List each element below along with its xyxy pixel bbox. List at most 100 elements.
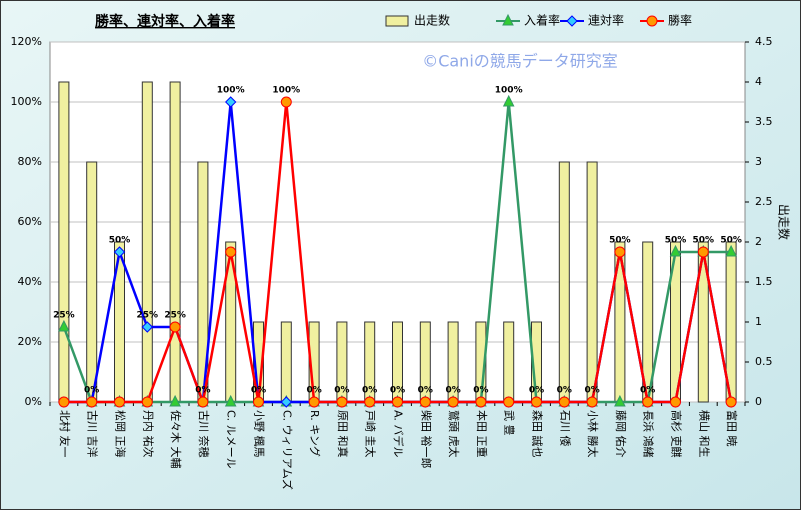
x-tick-label: 鷲頭 虎太 [447, 410, 461, 458]
data-label: 0% [418, 386, 433, 396]
x-tick-label: 高杉 吏麒 [670, 410, 684, 458]
marker [169, 321, 181, 333]
y2-tick-label: 1.5 [755, 275, 773, 288]
marker [336, 396, 348, 408]
marker [503, 396, 515, 408]
legend-swatch [385, 15, 409, 27]
data-label: 0% [445, 386, 460, 396]
marker [364, 396, 376, 408]
marker [669, 244, 682, 257]
data-label: 0% [195, 386, 210, 396]
bar [86, 161, 98, 403]
watermark: ©Caniの競馬データ研究室 [422, 52, 618, 71]
marker [141, 396, 153, 408]
marker [225, 246, 237, 258]
marker [419, 396, 431, 408]
y2-tick-label: 3.5 [755, 115, 773, 128]
x-tick-label: 富田 暁 [725, 410, 739, 447]
data-label: 50% [665, 236, 687, 246]
y-tick-label: 20% [18, 335, 42, 348]
bar [697, 241, 709, 403]
x-tick-label: 横山 和生 [697, 410, 711, 458]
marker [224, 96, 237, 108]
data-label: 100% [217, 86, 245, 96]
y2-axis-label: 出走数 [777, 204, 792, 240]
x-tick-label: 柴田 裕一郎 [419, 410, 433, 469]
marker [280, 396, 293, 408]
x-tick-label: 原田 和真 [336, 410, 350, 458]
marker [670, 396, 681, 408]
marker [308, 396, 320, 408]
data-label: 0% [584, 386, 599, 396]
x-tick-label: 佐々木 大輔 [169, 410, 183, 469]
marker [725, 244, 737, 257]
data-label: 50% [693, 236, 715, 246]
marker [86, 396, 98, 408]
marker [725, 396, 737, 408]
legend-label: 入着率 [524, 13, 560, 28]
data-label: 50% [109, 236, 131, 246]
x-tick-label: 武 豊 [503, 410, 516, 436]
marker [502, 13, 514, 26]
marker [586, 396, 598, 408]
y2-tick-label: 4 [755, 75, 762, 88]
marker [113, 246, 126, 258]
legend-label: 勝率 [668, 13, 692, 28]
x-tick-label: A. バデル [392, 410, 406, 457]
bar [586, 161, 598, 403]
data-label: 0% [84, 386, 99, 396]
marker [531, 396, 542, 408]
x-tick-label: R. キング [308, 410, 322, 457]
marker [169, 394, 181, 407]
y-tick-label: 40% [18, 275, 42, 288]
legend-label: 出走数 [414, 13, 450, 28]
y2-tick-label: 2 [755, 235, 762, 248]
bar [558, 161, 570, 403]
marker [114, 396, 125, 408]
x-tick-label: 古川 吉洋 [86, 410, 100, 458]
chart-title: 勝率、連対率、入着率 [95, 13, 235, 30]
x-tick-label: 小野 楓馬 [253, 410, 267, 458]
x-tick-label: 松岡 正海 [114, 410, 128, 458]
marker [447, 396, 459, 408]
marker [280, 96, 292, 108]
x-tick-label: 森田 誠也 [531, 410, 545, 458]
data-label: 0% [362, 386, 377, 396]
y-tick-label: 60% [18, 215, 42, 228]
data-label: 25% [164, 311, 186, 321]
y2-tick-label: 0.5 [755, 355, 773, 368]
bar [280, 321, 292, 403]
marker [697, 246, 709, 258]
marker [253, 396, 264, 408]
x-tick-label: 戸崎 圭太 [364, 410, 378, 458]
marker [502, 94, 515, 107]
marker [224, 394, 237, 407]
data-label: 0% [251, 386, 266, 396]
y2-tick-label: 1 [755, 315, 762, 328]
marker [475, 396, 487, 408]
y-tick-label: 0% [25, 395, 42, 408]
marker [642, 396, 654, 408]
marker [614, 394, 626, 407]
data-label: 0% [390, 386, 405, 396]
x-tick-label: 小林 勝太 [586, 410, 600, 458]
data-label: 0% [473, 386, 488, 396]
legend-label: 連対率 [588, 13, 624, 28]
y2-tick-label: 2.5 [755, 195, 773, 208]
marker [141, 321, 154, 333]
marker [566, 15, 578, 27]
data-label: 0% [640, 386, 655, 396]
data-label: 50% [609, 236, 631, 246]
x-tick-label: 丹内 祐次 [141, 410, 155, 458]
marker [58, 319, 70, 332]
y2-tick-label: 4.5 [755, 35, 773, 48]
marker [646, 15, 658, 27]
x-tick-label: C. ルメール [225, 410, 238, 469]
marker [58, 396, 70, 408]
marker [197, 396, 209, 408]
x-tick-label: 北村 友一 [58, 410, 72, 458]
data-label: 0% [306, 386, 321, 396]
data-label: 0% [334, 386, 349, 396]
x-tick-label: 本田 正重 [475, 410, 489, 458]
x-tick-label: C. ウィリアムズ [280, 410, 294, 490]
